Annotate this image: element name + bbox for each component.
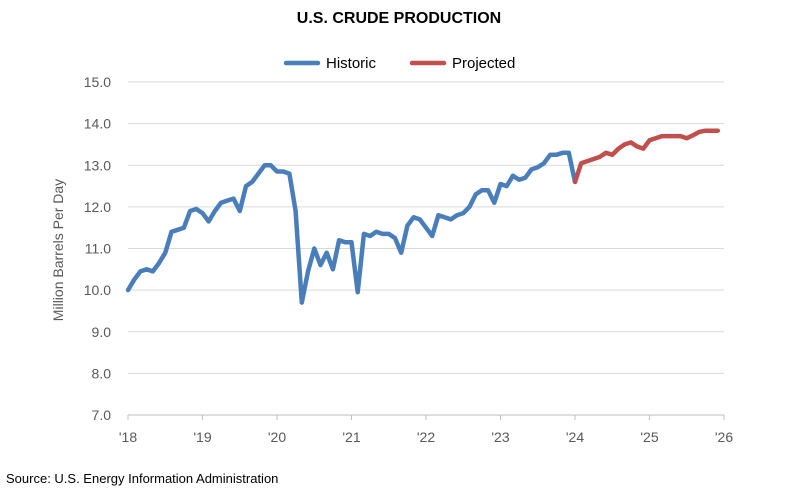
y-tick-label: 11.0 [85, 241, 111, 257]
y-tick-label: 15.0 [84, 74, 111, 90]
x-tick-label: '22 [417, 429, 435, 445]
x-tick-label: '18 [119, 429, 137, 445]
y-tick-label: 9.0 [92, 324, 112, 340]
x-axis: '18 '19 '20 '21 '22 '23 '24 '25 '26 [119, 415, 733, 445]
x-tick-label: '20 [268, 429, 286, 445]
y-axis-label: Million Barrels Per Day [50, 179, 66, 321]
legend-label: Projected [452, 55, 515, 72]
legend: Historic Projected [283, 55, 515, 72]
y-tick-label: 14.0 [84, 116, 111, 132]
series-lines [125, 128, 721, 305]
source-note: Source: U.S. Energy Information Administ… [6, 471, 278, 486]
x-tick-label: '24 [566, 429, 584, 445]
series-line-projected [572, 128, 721, 185]
y-tick-label: 10.0 [84, 282, 111, 298]
series-line-historic [125, 150, 578, 305]
legend-label: Historic [326, 55, 377, 72]
gridlines [128, 81, 724, 416]
y-tick-label: 8.0 [92, 365, 112, 381]
x-tick-label: '25 [640, 429, 658, 445]
y-axis: 7.0 8.0 9.0 10.0 11.0 12.0 13.0 14.0 15.0 [84, 74, 111, 423]
x-tick-label: '23 [491, 429, 509, 445]
x-tick-label: '21 [342, 429, 360, 445]
y-tick-label: 12.0 [84, 199, 111, 215]
y-tick-label: 13.0 [84, 157, 111, 173]
x-tick-label: '19 [193, 429, 211, 445]
y-tick-label: 7.0 [92, 407, 112, 423]
x-tick-label: '26 [715, 429, 733, 445]
chart-title: U.S. CRUDE PRODUCTION [297, 10, 501, 27]
